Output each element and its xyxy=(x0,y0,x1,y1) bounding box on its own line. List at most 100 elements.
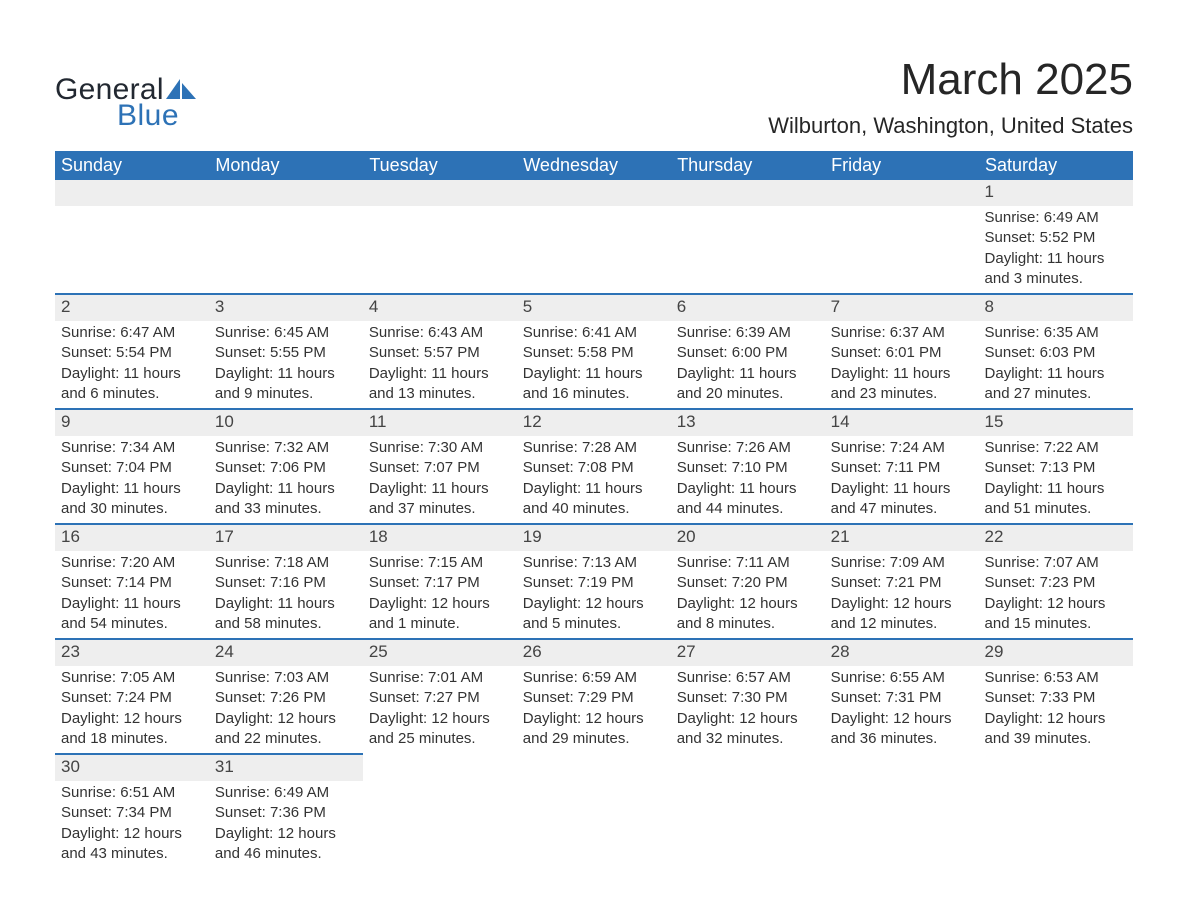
page: General Blue March 2025 Wilburton, Washi… xyxy=(0,0,1188,868)
sunrise-line: Sunrise: 6:49 AM xyxy=(985,209,1099,226)
sunset-line: Sunset: 5:55 PM xyxy=(215,344,326,361)
title-block: March 2025 Wilburton, Washington, United… xyxy=(768,55,1133,139)
sunrise-line: Sunrise: 7:07 AM xyxy=(985,554,1099,571)
sunset-line: Sunset: 7:11 PM xyxy=(831,459,941,476)
sunset-line: Sunset: 5:52 PM xyxy=(985,229,1096,246)
empty-day xyxy=(979,754,1133,780)
day-number: 12 xyxy=(517,410,671,436)
calendar-cell xyxy=(517,180,671,294)
calendar-cell: 26Sunrise: 6:59 AMSunset: 7:29 PMDayligh… xyxy=(517,639,671,754)
day-content: Sunrise: 7:11 AMSunset: 7:20 PMDaylight:… xyxy=(671,551,825,638)
sunrise-line: Sunrise: 7:03 AM xyxy=(215,669,329,686)
sunset-line: Sunset: 7:30 PM xyxy=(677,689,788,706)
sunset-line: Sunset: 7:21 PM xyxy=(831,574,942,591)
daylight-line: Daylight: 12 hours and 32 minutes. xyxy=(677,710,798,747)
sunset-line: Sunset: 7:36 PM xyxy=(215,804,326,821)
day-number: 16 xyxy=(55,525,209,551)
sunrise-line: Sunrise: 6:37 AM xyxy=(831,324,945,341)
day-content: Sunrise: 6:49 AMSunset: 5:52 PMDaylight:… xyxy=(979,206,1133,293)
daylight-line: Daylight: 11 hours and 20 minutes. xyxy=(677,365,797,402)
day-content: Sunrise: 6:35 AMSunset: 6:03 PMDaylight:… xyxy=(979,321,1133,408)
sunrise-line: Sunrise: 7:13 AM xyxy=(523,554,637,571)
calendar-cell: 15Sunrise: 7:22 AMSunset: 7:13 PMDayligh… xyxy=(979,409,1133,524)
day-number: 23 xyxy=(55,640,209,666)
sunset-line: Sunset: 7:19 PM xyxy=(523,574,634,591)
calendar-cell: 17Sunrise: 7:18 AMSunset: 7:16 PMDayligh… xyxy=(209,524,363,639)
day-content: Sunrise: 6:37 AMSunset: 6:01 PMDaylight:… xyxy=(825,321,979,408)
calendar-cell: 5Sunrise: 6:41 AMSunset: 5:58 PMDaylight… xyxy=(517,294,671,409)
day-content: Sunrise: 6:51 AMSunset: 7:34 PMDaylight:… xyxy=(55,781,209,868)
day-content: Sunrise: 6:57 AMSunset: 7:30 PMDaylight:… xyxy=(671,666,825,753)
day-content: Sunrise: 7:34 AMSunset: 7:04 PMDaylight:… xyxy=(55,436,209,523)
daylight-line: Daylight: 12 hours and 1 minute. xyxy=(369,595,490,632)
calendar-cell xyxy=(671,754,825,868)
calendar-cell: 4Sunrise: 6:43 AMSunset: 5:57 PMDaylight… xyxy=(363,294,517,409)
calendar-cell: 12Sunrise: 7:28 AMSunset: 7:08 PMDayligh… xyxy=(517,409,671,524)
day-content: Sunrise: 7:05 AMSunset: 7:24 PMDaylight:… xyxy=(55,666,209,753)
day-number: 27 xyxy=(671,640,825,666)
empty-day xyxy=(825,180,979,206)
sunset-line: Sunset: 7:34 PM xyxy=(61,804,172,821)
empty-day xyxy=(517,180,671,206)
day-number: 6 xyxy=(671,295,825,321)
calendar-cell: 1Sunrise: 6:49 AMSunset: 5:52 PMDaylight… xyxy=(979,180,1133,294)
day-content: Sunrise: 6:53 AMSunset: 7:33 PMDaylight:… xyxy=(979,666,1133,753)
calendar-week: 2Sunrise: 6:47 AMSunset: 5:54 PMDaylight… xyxy=(55,294,1133,409)
day-number: 22 xyxy=(979,525,1133,551)
daylight-line: Daylight: 11 hours and 40 minutes. xyxy=(523,480,643,517)
sunrise-line: Sunrise: 6:45 AM xyxy=(215,324,329,341)
calendar-cell: 29Sunrise: 6:53 AMSunset: 7:33 PMDayligh… xyxy=(979,639,1133,754)
calendar-week: 9Sunrise: 7:34 AMSunset: 7:04 PMDaylight… xyxy=(55,409,1133,524)
sunset-line: Sunset: 7:27 PM xyxy=(369,689,480,706)
daylight-line: Daylight: 12 hours and 46 minutes. xyxy=(215,825,336,862)
sunrise-line: Sunrise: 7:32 AM xyxy=(215,439,329,456)
daylight-line: Daylight: 11 hours and 33 minutes. xyxy=(215,480,335,517)
sunset-line: Sunset: 7:20 PM xyxy=(677,574,788,591)
sunset-line: Sunset: 7:17 PM xyxy=(369,574,480,591)
sunrise-line: Sunrise: 7:11 AM xyxy=(677,554,790,571)
day-number: 19 xyxy=(517,525,671,551)
day-content: Sunrise: 7:32 AMSunset: 7:06 PMDaylight:… xyxy=(209,436,363,523)
empty-day xyxy=(363,754,517,780)
sunrise-line: Sunrise: 7:05 AM xyxy=(61,669,175,686)
sunrise-line: Sunrise: 7:18 AM xyxy=(215,554,329,571)
day-content: Sunrise: 7:20 AMSunset: 7:14 PMDaylight:… xyxy=(55,551,209,638)
day-header: Thursday xyxy=(671,151,825,180)
sunset-line: Sunset: 5:58 PM xyxy=(523,344,634,361)
daylight-line: Daylight: 12 hours and 43 minutes. xyxy=(61,825,182,862)
calendar-cell: 24Sunrise: 7:03 AMSunset: 7:26 PMDayligh… xyxy=(209,639,363,754)
sunset-line: Sunset: 7:13 PM xyxy=(985,459,1096,476)
calendar-week: 1Sunrise: 6:49 AMSunset: 5:52 PMDaylight… xyxy=(55,180,1133,294)
day-content: Sunrise: 6:49 AMSunset: 7:36 PMDaylight:… xyxy=(209,781,363,868)
calendar-cell xyxy=(671,180,825,294)
sunrise-line: Sunrise: 6:55 AM xyxy=(831,669,945,686)
sunset-line: Sunset: 7:08 PM xyxy=(523,459,634,476)
calendar-cell xyxy=(363,180,517,294)
calendar-cell: 9Sunrise: 7:34 AMSunset: 7:04 PMDaylight… xyxy=(55,409,209,524)
sunset-line: Sunset: 7:29 PM xyxy=(523,689,634,706)
calendar-week: 30Sunrise: 6:51 AMSunset: 7:34 PMDayligh… xyxy=(55,754,1133,868)
daylight-line: Daylight: 11 hours and 54 minutes. xyxy=(61,595,181,632)
day-header: Friday xyxy=(825,151,979,180)
calendar-cell xyxy=(825,180,979,294)
calendar-cell: 19Sunrise: 7:13 AMSunset: 7:19 PMDayligh… xyxy=(517,524,671,639)
calendar-cell: 8Sunrise: 6:35 AMSunset: 6:03 PMDaylight… xyxy=(979,294,1133,409)
sunrise-line: Sunrise: 7:30 AM xyxy=(369,439,483,456)
sunrise-line: Sunrise: 7:34 AM xyxy=(61,439,175,456)
sunrise-line: Sunrise: 6:39 AM xyxy=(677,324,791,341)
calendar-body: 1 Sunrise: 6:49 AM Sunset: 5:52 PM Daylight… xyxy=(55,180,1133,868)
day-number: 11 xyxy=(363,410,517,436)
day-number: 25 xyxy=(363,640,517,666)
calendar-cell: 27Sunrise: 6:57 AMSunset: 7:30 PMDayligh… xyxy=(671,639,825,754)
daylight-line: Daylight: 12 hours and 22 minutes. xyxy=(215,710,336,747)
daylight-line: Daylight: 12 hours and 12 minutes. xyxy=(831,595,952,632)
day-number: 9 xyxy=(55,410,209,436)
day-content: Sunrise: 7:28 AMSunset: 7:08 PMDaylight:… xyxy=(517,436,671,523)
sunset-line: Sunset: 7:14 PM xyxy=(61,574,172,591)
sunset-line: Sunset: 7:31 PM xyxy=(831,689,942,706)
sunrise-line: Sunrise: 7:09 AM xyxy=(831,554,945,571)
day-number: 7 xyxy=(825,295,979,321)
day-content: Sunrise: 6:43 AMSunset: 5:57 PMDaylight:… xyxy=(363,321,517,408)
day-number: 1 xyxy=(979,180,1133,206)
sunset-line: Sunset: 7:07 PM xyxy=(369,459,480,476)
